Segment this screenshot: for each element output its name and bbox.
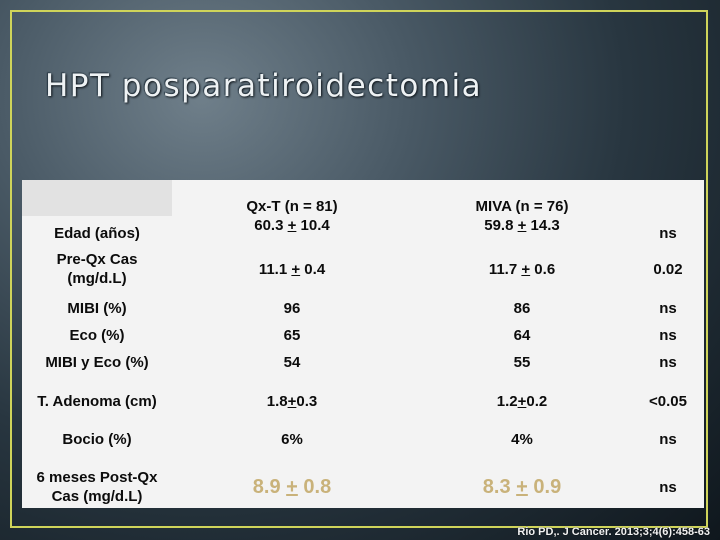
row-label: MIBI y Eco (%) [45,354,149,371]
row-label: 6 meses Post-Qx Cas (mg/d.L) [36,469,158,505]
miva-value: 64 [513,327,531,344]
table-row: T. Adenoma (cm) 1.8+0.3 1.2+0.2 <0.05 [22,376,704,426]
table-row: Bocio (%) 6% 4% ns [22,426,704,453]
table-row: Edad (años) 60.3 + 10.4 59.8 + 14.3 ns [22,216,704,243]
row-label: MIBI (%) [67,300,127,317]
row-label: T. Adenoma (cm) [37,392,157,410]
slide-frame [10,10,708,528]
p-value: <0.05 [649,392,687,410]
row-label: Pre-Qx Cas (mg/d.L) [56,251,138,287]
p-value: ns [659,431,677,448]
table-row: Pre-Qx Cas (mg/d.L) 11.1 + 0.4 11.7 + 0.… [22,243,704,295]
table-row: Eco (%) 65 64 ns [22,322,704,349]
p-value: 0.02 [653,260,683,278]
qxt-value: 1.8+0.3 [266,392,318,410]
p-value: ns [659,354,677,371]
miva-value: 59.8 + 14.3 [484,217,560,234]
qxt-value: 60.3 + 10.4 [254,217,330,234]
miva-value: 55 [513,354,531,371]
qxt-value: 6% [281,431,303,448]
header-miva: MIVA (n = 76) [475,198,569,215]
row-label: Eco (%) [69,327,125,344]
table-row: MIBI (%) 96 86 ns [22,295,704,322]
header-p [632,180,704,216]
p-value: ns [659,300,677,317]
miva-value: 86 [513,300,531,317]
row-label: Bocio (%) [62,431,132,448]
miva-value-highlight: 8.3 + 0.9 [482,475,562,498]
p-value: ns [659,225,677,242]
slide-title: HPT posparatiroidectomia [45,68,483,104]
qxt-value: 96 [283,300,301,317]
qxt-value: 11.1 + 0.4 [258,260,326,278]
table-header-row: Qx-T (n = 81) MIVA (n = 76) [22,180,704,216]
p-value: ns [659,327,677,344]
row-label: Edad (años) [54,225,140,242]
table-row: MIBI y Eco (%) 54 55 ns [22,349,704,376]
miva-value: 11.7 + 0.6 [488,260,556,278]
qxt-value: 54 [283,354,301,371]
miva-value: 4% [511,431,533,448]
qxt-value-highlight: 8.9 + 0.8 [252,475,332,498]
table-row: 6 meses Post-Qx Cas (mg/d.L) 8.9 + 0.8 8… [22,453,704,521]
results-table: Qx-T (n = 81) MIVA (n = 76) Edad (años) … [22,180,704,508]
citation: Rio PD,. J Cancer. 2013;3;4(6):458-63 [517,526,710,538]
header-empty-cell [22,180,172,216]
miva-value: 1.2+0.2 [496,392,548,410]
header-qxt: Qx-T (n = 81) [246,198,338,215]
qxt-value: 65 [283,327,301,344]
p-value: ns [659,478,677,496]
